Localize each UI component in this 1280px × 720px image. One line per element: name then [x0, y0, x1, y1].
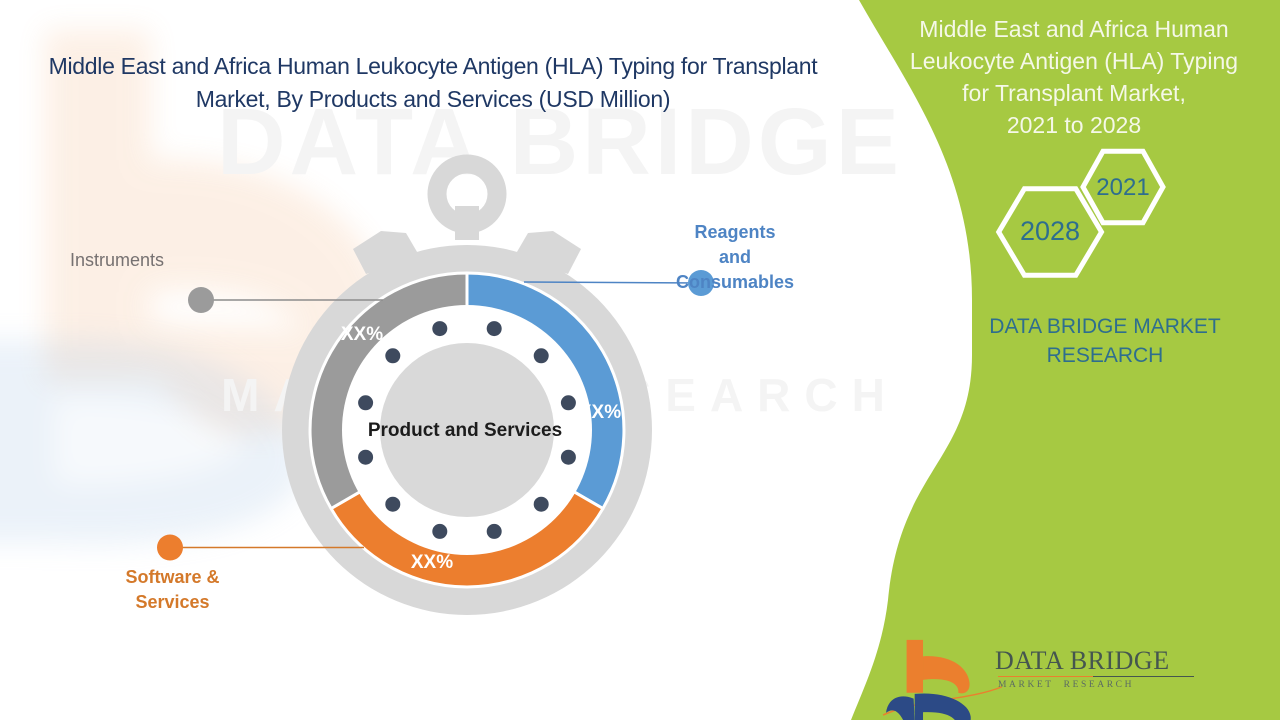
svg-text:XX%: XX% — [579, 402, 621, 423]
svg-text:XX%: XX% — [341, 324, 383, 345]
svg-text:Product and Services: Product and Services — [368, 420, 562, 441]
svg-text:XX%: XX% — [411, 552, 453, 573]
